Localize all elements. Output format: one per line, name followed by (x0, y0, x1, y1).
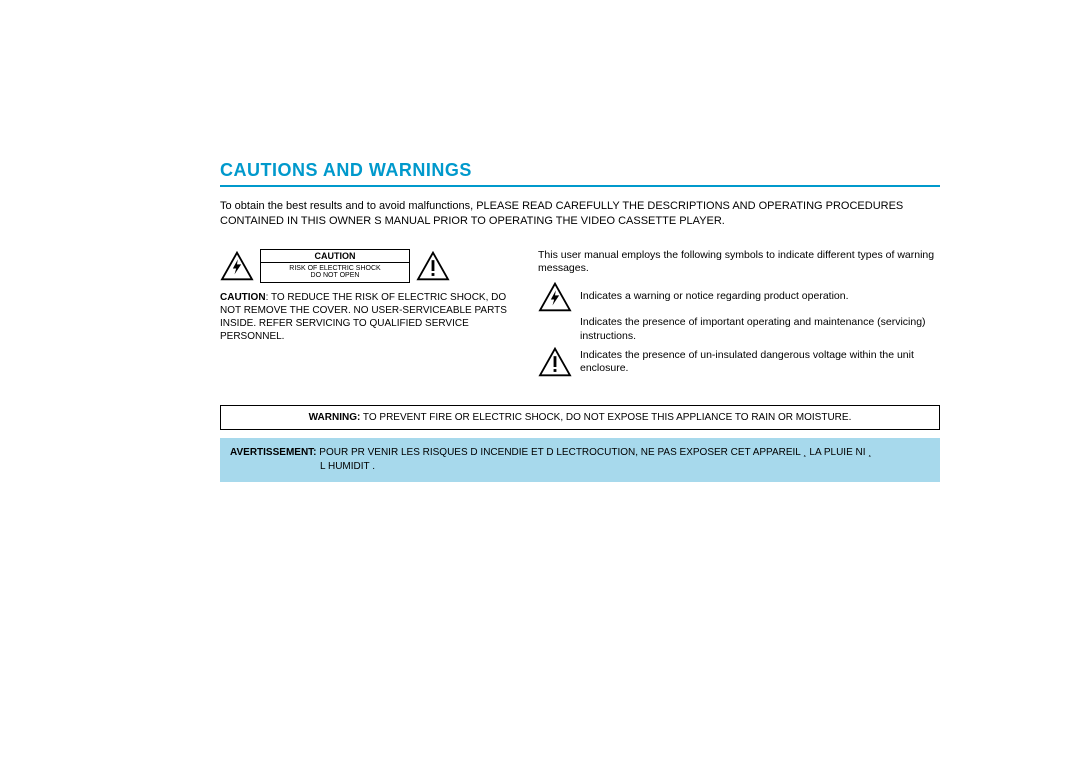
mid-section: CAUTION RISK OF ELECTRIC SHOCK DO NOT OP… (220, 249, 940, 382)
symbols-column: This user manual employs the following s… (538, 249, 940, 382)
symbol-row: Indicates the presence of important oper… (538, 316, 940, 343)
symbol-description: Indicates the presence of un-insulated d… (580, 349, 940, 376)
caution-label-box: CAUTION RISK OF ELECTRIC SHOCK DO NOT OP… (260, 249, 410, 283)
caution-box-header: CAUTION (261, 250, 409, 263)
symbol-description: Indicates the presence of important oper… (580, 316, 940, 343)
avert-line2: L HUMIDIT . (230, 460, 930, 474)
warning-label: WARNING: (309, 412, 361, 423)
avert-body: POUR PR VENIR LES RISQUES D INCENDIE ET … (317, 447, 872, 458)
caution-box-body: RISK OF ELECTRIC SHOCK DO NOT OPEN (261, 263, 409, 282)
warning-band: WARNING: TO PREVENT FIRE OR ELECTRIC SHO… (220, 405, 940, 430)
exclaim-triangle-icon (416, 251, 450, 281)
caution-label: CAUTION (220, 292, 266, 303)
symbol-description: Indicates a warning or notice regarding … (580, 290, 940, 304)
page-title: CAUTIONS AND WARNINGS (220, 160, 940, 187)
caution-paragraph: CAUTION: TO REDUCE THE RISK OF ELECTRIC … (220, 291, 520, 343)
intro-paragraph: To obtain the best results and to avoid … (220, 199, 940, 229)
document-page: CAUTIONS AND WARNINGS To obtain the best… (220, 160, 940, 482)
caution-box-line1: RISK OF ELECTRIC SHOCK (289, 265, 380, 272)
avertissement-band: AVERTISSEMENT: POUR PR VENIR LES RISQUES… (220, 438, 940, 482)
caution-box-line2: DO NOT OPEN (311, 272, 360, 279)
symbol-row: Indicates the presence of un-insulated d… (538, 347, 940, 377)
bolt-triangle-icon (220, 251, 254, 281)
symbols-intro: This user manual employs the following s… (538, 249, 940, 276)
symbol-row: Indicates a warning or notice regarding … (538, 282, 940, 312)
avert-label: AVERTISSEMENT: (230, 447, 317, 458)
bolt-triangle-icon (538, 282, 572, 312)
warning-body: TO PREVENT FIRE OR ELECTRIC SHOCK, DO NO… (360, 412, 851, 423)
caution-column: CAUTION RISK OF ELECTRIC SHOCK DO NOT OP… (220, 249, 520, 382)
exclaim-triangle-icon (538, 347, 572, 377)
caution-box-row: CAUTION RISK OF ELECTRIC SHOCK DO NOT OP… (220, 249, 520, 283)
